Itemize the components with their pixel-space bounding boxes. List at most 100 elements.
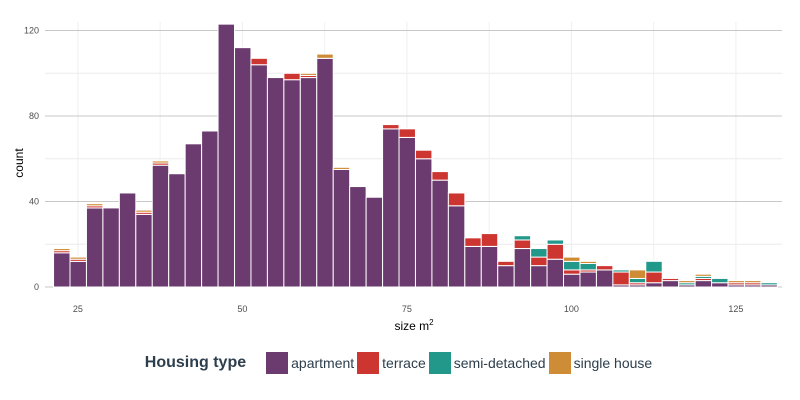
- bar-semi-detached: [760, 282, 778, 286]
- bar-apartment: [316, 57, 334, 288]
- bar-terrace: [447, 192, 466, 207]
- bar-semi-detached: [530, 248, 548, 258]
- bar-terrace: [431, 171, 449, 181]
- bar-semi-detached: [711, 277, 729, 284]
- bar-single-house: [85, 203, 104, 207]
- bar-single-house: [694, 273, 713, 277]
- legend: Housing type apartment terrace semi-deta…: [0, 350, 800, 376]
- bar-single-house: [135, 209, 153, 213]
- bar-apartment: [579, 271, 597, 288]
- legend-label-single-house: single house: [573, 355, 653, 371]
- bar-semi-detached: [612, 269, 630, 273]
- legend-item-terrace: terrace: [357, 352, 426, 374]
- bar-apartment: [480, 245, 499, 288]
- bar-semi-detached: [563, 260, 581, 271]
- x-tick-label: 125: [728, 304, 743, 314]
- bar-apartment: [661, 280, 680, 288]
- legend-label-semi-detached: semi-detached: [453, 355, 546, 371]
- bar-apartment: [349, 186, 367, 288]
- ticks-layer: 25 50 75 100 125 0 40 80 120: [24, 26, 743, 314]
- legend-key-apartment: [266, 352, 289, 374]
- bar-terrace: [414, 149, 433, 160]
- bar-apartment: [398, 136, 416, 288]
- x-tick-label: 50: [237, 304, 247, 314]
- bar-terrace: [464, 237, 482, 247]
- bar-terrace: [283, 72, 301, 81]
- bar-apartment: [85, 207, 104, 288]
- bars-layer: [53, 23, 778, 288]
- bar-semi-detached: [579, 262, 597, 271]
- bar-apartment: [151, 164, 170, 288]
- legend-key-semi-detached: [428, 352, 451, 374]
- bar-apartment: [283, 79, 301, 288]
- bar-apartment: [118, 192, 137, 288]
- bar-semi-detached: [628, 277, 647, 284]
- bar-semi-detached: [645, 260, 663, 273]
- bar-single-house: [563, 256, 581, 262]
- bar-single-house: [299, 72, 318, 76]
- bar-single-house: [69, 256, 87, 260]
- bar-single-house: [579, 260, 597, 264]
- y-tick-label: 40: [29, 197, 39, 207]
- bar-terrace: [563, 269, 581, 275]
- bar-apartment: [530, 265, 548, 288]
- legend-key-terrace: [357, 352, 380, 374]
- bar-apartment: [382, 128, 400, 288]
- bar-apartment: [563, 273, 581, 288]
- bar-apartment: [645, 282, 663, 288]
- bar-apartment: [201, 130, 219, 288]
- bar-single-house: [53, 248, 71, 252]
- bar-apartment: [217, 23, 236, 288]
- legend-label-terrace: terrace: [382, 355, 426, 371]
- bar-single-house: [332, 166, 351, 170]
- bar-single-house: [316, 53, 334, 59]
- bar-semi-detached: [546, 239, 565, 245]
- bar-apartment: [365, 196, 384, 288]
- bar-terrace: [661, 277, 680, 282]
- bar-terrace: [645, 271, 663, 284]
- bar-semi-detached: [513, 235, 532, 241]
- bar-apartment: [513, 248, 532, 288]
- bar-apartment: [184, 143, 203, 288]
- bar-terrace: [497, 260, 515, 267]
- bar-apartment: [250, 64, 268, 288]
- bar-apartment: [135, 213, 153, 288]
- bar-single-house: [628, 269, 647, 279]
- x-axis-title-superscript: 2: [429, 318, 434, 327]
- bar-apartment: [69, 260, 87, 288]
- bar-apartment: [595, 269, 614, 288]
- legend-title: Housing type: [144, 354, 247, 371]
- x-tick-label: 75: [402, 304, 412, 314]
- bar-terrace: [595, 265, 614, 271]
- bar-single-house: [678, 280, 696, 284]
- bar-apartment: [414, 158, 433, 288]
- bar-apartment: [102, 207, 120, 288]
- bar-apartment: [546, 258, 565, 288]
- bar-apartment: [711, 282, 729, 288]
- x-axis-title: size m2: [394, 318, 434, 333]
- y-axis-title: count: [12, 148, 26, 178]
- legend-item-semi-detached: semi-detached: [428, 352, 546, 374]
- legend-label-apartment: apartment: [291, 355, 355, 371]
- bar-apartment: [447, 205, 466, 288]
- x-tick-label: 100: [564, 304, 579, 314]
- bar-apartment: [266, 77, 285, 288]
- bar-apartment: [497, 265, 515, 288]
- bar-terrace: [398, 128, 416, 138]
- bar-apartment: [168, 173, 186, 288]
- bar-single-house: [743, 280, 762, 284]
- bar-terrace: [546, 243, 565, 260]
- bar-single-house: [151, 160, 170, 164]
- bar-apartment: [234, 47, 252, 288]
- x-axis-title-text: size m: [394, 319, 429, 333]
- bar-terrace: [382, 124, 400, 130]
- bar-apartment: [464, 245, 482, 288]
- y-tick-label: 120: [24, 26, 39, 36]
- bar-apartment: [53, 252, 71, 288]
- bar-terrace: [513, 239, 532, 250]
- bar-terrace: [480, 233, 499, 247]
- legend-item-single-house: single house: [548, 352, 653, 374]
- bar-apartment: [332, 168, 351, 288]
- bar-apartment: [431, 179, 449, 288]
